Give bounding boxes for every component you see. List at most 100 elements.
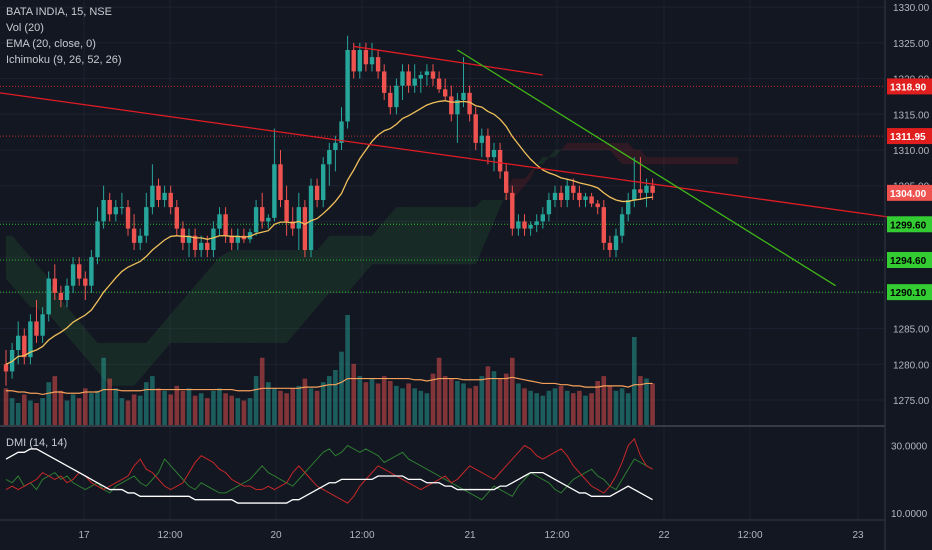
cloud-segment [573,142,580,150]
cloud-segment [54,292,61,329]
candle-body [589,196,594,204]
candle-body [412,78,417,86]
volume-bar [589,393,594,425]
candle [351,42,356,79]
candle-body [235,235,240,243]
cloud-segment [731,157,738,165]
cloud-segment [542,157,549,165]
ema-legend: EMA (20, close, 0) [6,38,96,50]
volume-bar [52,376,58,425]
candle-body [162,192,167,200]
cloud-segment [451,207,458,265]
candle [302,200,308,258]
candle [199,235,204,258]
candle-body [644,185,649,193]
candle [150,164,155,215]
cloud-segment [597,142,604,150]
price-badge-1294.60: 1294.60 [887,252,932,268]
volume-bar [625,393,631,425]
cloud-segment [433,207,440,265]
candle-body [522,221,527,229]
candle-body [436,78,442,90]
volume-bar [632,337,637,425]
candle [156,178,161,208]
volume-ma-line [6,376,653,396]
candle [83,271,88,300]
candle-body [449,96,454,115]
candle-body [375,57,381,72]
candle-body [192,235,198,250]
candle [430,64,436,86]
volume-bar [192,395,198,425]
cloud-segment [372,228,379,265]
candle-body [400,71,405,86]
cloud-segment [439,207,446,265]
candle [491,142,497,172]
candle-body [101,200,106,222]
cloud-segment [24,250,31,308]
cloud-segment [311,250,318,315]
cloud-segment [555,150,562,158]
cloud-segment [341,235,348,293]
price-tick-label: 1325.00 [893,39,930,50]
trendline-green [457,49,836,287]
cloud-segment [30,257,37,308]
volume-bar [113,388,119,425]
candle-body [199,242,204,250]
candle [89,250,94,293]
dmi-tick-label: 30.0000 [891,442,928,453]
candle [467,85,472,122]
candle-body [205,242,210,250]
volume-bar [650,383,655,425]
ichimoku-legend: Ichimoku (9, 26, 52, 26) [6,54,122,66]
price-tick-label: 1285.00 [893,325,930,336]
trendline-red [353,45,543,76]
candle [284,185,289,236]
cloud-segment [622,142,629,165]
cloud-segment [213,257,220,343]
volume-bar [418,390,424,425]
volume-bar [333,370,338,425]
price-badge-1290.10: 1290.10 [887,284,932,301]
cloud-segment [683,157,690,165]
candle [504,164,509,200]
volume-bar [308,388,314,425]
candle [327,142,332,186]
volume-bar [455,381,460,425]
candle [546,192,552,222]
volume-bar [522,388,527,425]
price-badge-1304.00: 1304.00 [887,184,932,201]
candle [577,185,582,208]
volume-bar [558,385,564,425]
price-tick-label: 1315.00 [893,110,930,121]
candle-body [491,150,497,158]
candle-body [546,200,552,215]
cloud-segment [115,342,122,386]
volume-bar [64,400,70,425]
volume-bar [424,393,430,425]
cloud-segment [256,250,263,343]
volume-bar [461,383,466,425]
candle-body [382,71,387,93]
candle-body [28,321,33,358]
cloud-segment [475,200,482,265]
cloud-segment [713,157,720,165]
candle [345,35,350,129]
candle-body [504,171,509,193]
candle [626,192,631,222]
price-badge-label: 1290.10 [890,288,927,299]
price-tick-label: 1330.00 [893,3,930,14]
candle-body [363,50,369,65]
volume-bar [131,394,137,425]
volume-bar [528,390,533,425]
volume-bar [15,403,21,425]
volume-bar [345,315,350,425]
volume-bar [247,398,253,425]
candle [40,307,45,343]
volume-bar [406,383,411,425]
candle-body [424,71,430,75]
candle-body [540,214,545,222]
candle-body [595,203,600,208]
candle [58,285,64,308]
